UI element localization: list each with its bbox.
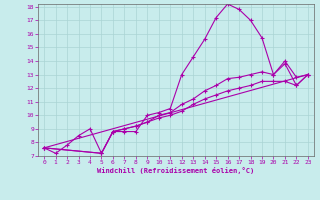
- X-axis label: Windchill (Refroidissement éolien,°C): Windchill (Refroidissement éolien,°C): [97, 167, 255, 174]
